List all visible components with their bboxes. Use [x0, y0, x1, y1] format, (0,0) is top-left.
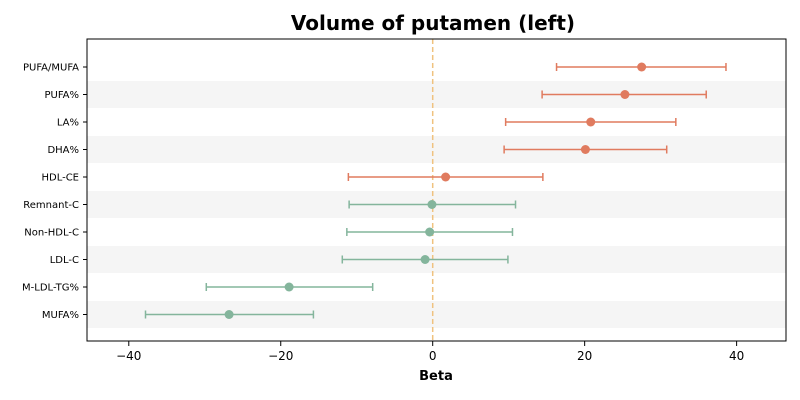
beta-point [224, 310, 234, 319]
y-tick-label: Non-HDL-C [24, 228, 79, 239]
x-axis: −40 −20 0 20 40 [116, 341, 744, 363]
x-tick-label: −20 [268, 349, 293, 363]
x-tick-label: 0 [429, 349, 437, 363]
y-tick-label: HDL-CE [41, 173, 79, 184]
beta-point [441, 172, 451, 182]
x-tick-label: 20 [577, 349, 592, 363]
x-axis-label: Beta [419, 369, 453, 384]
y-tick-label: M-LDL-TG% [22, 283, 79, 294]
plot-marks [144, 62, 727, 319]
row-band [87, 136, 786, 163]
y-axis: PUFA/MUFA PUFA% LA% DHA% HDL-CE Remnant-C Non-… [22, 63, 87, 321]
x-tick-label: −40 [116, 349, 141, 363]
beta-point [620, 90, 630, 99]
beta-point [427, 200, 437, 209]
beta-point [586, 117, 596, 127]
x-tick-label: 40 [729, 349, 744, 363]
beta-point [637, 62, 647, 72]
beta-point [420, 255, 430, 264]
plot-frame [86, 38, 787, 342]
y-tick-label: Remnant-C [23, 200, 79, 211]
beta-point [284, 282, 294, 292]
y-tick-label: MUFA% [42, 310, 79, 321]
y-tick-label: LA% [57, 118, 79, 129]
y-tick-label: PUFA% [44, 90, 79, 101]
y-tick-label: LDL-C [50, 255, 79, 266]
y-tick-label: PUFA/MUFA [23, 63, 79, 74]
y-tick-label: DHA% [47, 145, 79, 156]
chart-title: Volume of putamen (left) [291, 11, 575, 35]
beta-point [425, 227, 435, 237]
beta-point [580, 145, 590, 154]
